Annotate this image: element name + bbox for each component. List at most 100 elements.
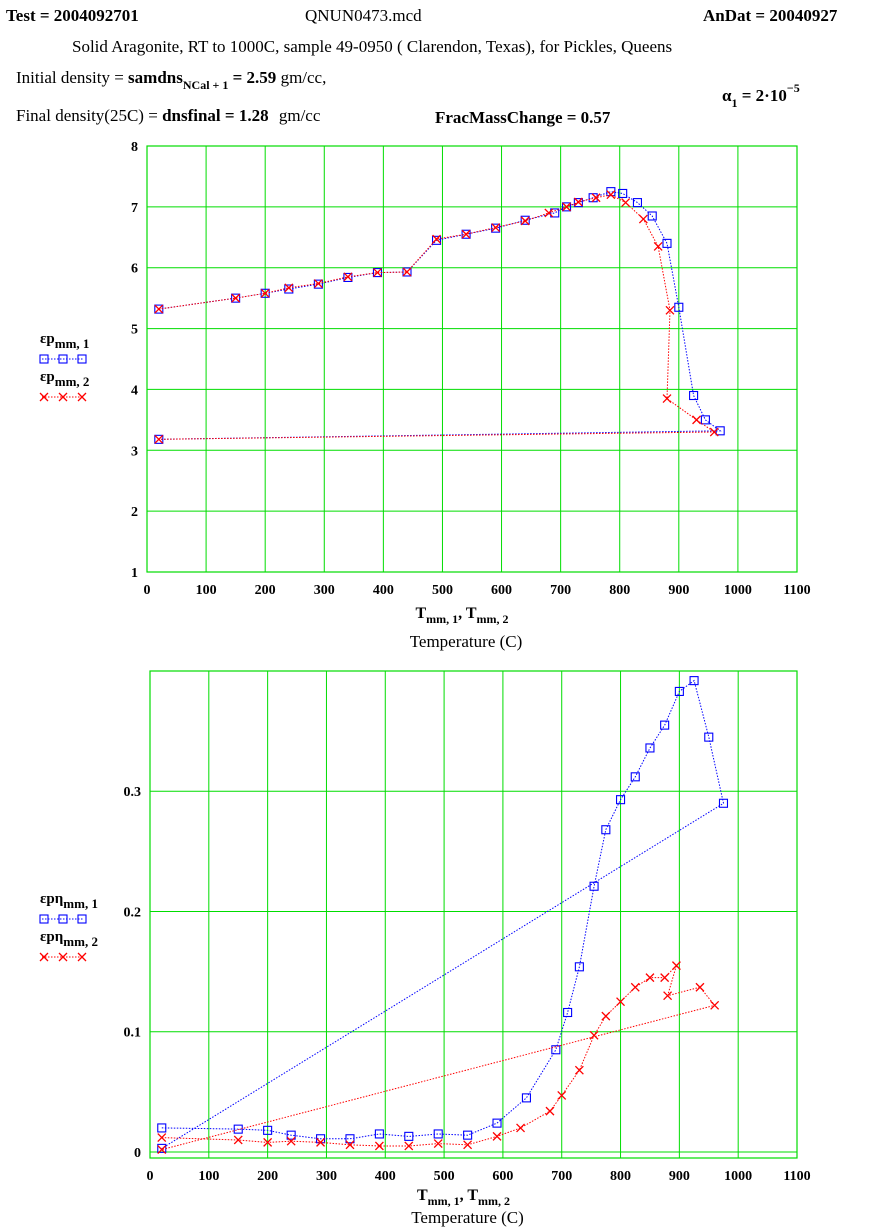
data-point	[660, 973, 670, 983]
data-point	[374, 1141, 384, 1151]
data-point	[404, 1141, 414, 1151]
data-point	[154, 304, 164, 314]
data-point	[616, 997, 626, 1007]
data-point	[561, 202, 572, 212]
data-point	[404, 1131, 414, 1141]
data-point	[233, 1124, 243, 1134]
legend-marker	[39, 914, 49, 924]
final-density: Final density(25C) = dnsfinal = 1.28 gm/…	[16, 106, 320, 126]
legend-label: εpmm, 2	[40, 369, 89, 389]
x-tick-label: 300	[316, 1169, 337, 1184]
y-tick-label: 3	[131, 444, 138, 459]
x-tick-label: 1100	[783, 583, 810, 598]
y-tick-label: 0.3	[124, 785, 142, 800]
x-axis-expression: Tmm, 1, Tmm, 2	[415, 605, 508, 626]
data-point	[662, 394, 672, 404]
final-density-prefix: Final density(25C) =	[16, 106, 158, 125]
x-tick-label: 600	[491, 583, 512, 598]
data-point	[260, 288, 270, 298]
x-tick-label: 700	[550, 583, 571, 598]
data-point	[233, 1135, 243, 1145]
data-point	[284, 283, 294, 293]
data-point	[653, 241, 663, 251]
chart-1: 0 100 200 300 400 500 600 700 800 900 1000 1100 1 2 3 4…	[39, 140, 811, 651]
x-tick-label: 800	[610, 1169, 631, 1184]
data-point	[645, 973, 655, 983]
series-1	[154, 187, 725, 444]
file-name: QNUN0473.mcd	[305, 6, 422, 25]
data-point	[313, 279, 323, 288]
data-point	[545, 1106, 555, 1116]
data-point	[674, 302, 684, 312]
data-point	[630, 772, 640, 782]
grid	[149, 671, 798, 1158]
data-point	[601, 825, 611, 835]
data-point	[157, 1123, 167, 1133]
data-point	[492, 1118, 502, 1128]
data-point	[154, 434, 164, 444]
plot-frame	[149, 670, 798, 1159]
initial-density: Initial density = samdnsNCal + 1 = 2.59 …	[16, 68, 326, 92]
y-tick-label: 8	[131, 140, 138, 155]
data-point	[316, 1137, 326, 1147]
initial-density-sub: NCal + 1	[182, 78, 229, 92]
data-point	[689, 390, 699, 401]
final-density-expr: dnsfinal = 1.28	[162, 106, 269, 125]
legend-marker	[39, 354, 49, 364]
legend-marker	[77, 354, 87, 364]
data-point	[154, 434, 164, 444]
data-point	[286, 1130, 296, 1140]
y-tick-label: 0.1	[124, 1026, 142, 1041]
data-point	[286, 1136, 296, 1146]
data-point	[562, 202, 572, 212]
x-axis-title: Temperature (C)	[410, 632, 523, 651]
data-point	[574, 962, 584, 972]
data-point	[630, 982, 640, 992]
y-tick-label: 2	[131, 505, 138, 520]
alpha-coefficient: α1 = 2·10−5	[722, 81, 800, 110]
data-point	[700, 415, 710, 425]
data-point	[695, 982, 705, 992]
data-point	[461, 229, 471, 239]
data-point	[674, 686, 684, 696]
x-tick-label: 200	[255, 583, 276, 598]
data-point	[520, 216, 530, 226]
sample-description: Solid Aragonite, RT to 1000C, sample 49-…	[72, 37, 673, 56]
chart-2: 0 100 200 300 400 500 600 700 800 900 1000 1100 0 0.1…	[39, 670, 811, 1227]
data-point	[492, 1131, 502, 1141]
y-tick-label: 0	[134, 1146, 141, 1161]
initial-density-value: = 2.59	[232, 68, 277, 87]
data-point	[573, 198, 583, 208]
alpha-exp: −5	[786, 81, 800, 95]
data-point	[461, 229, 471, 239]
data-point	[263, 1125, 273, 1135]
data-point	[660, 720, 670, 730]
data-point	[574, 1065, 584, 1075]
legend-marker	[39, 392, 49, 402]
data-point	[718, 798, 729, 808]
test-id: Test = 2004092701	[6, 6, 139, 25]
x-tick-label: 400	[375, 1169, 396, 1184]
x-tick-label: 500	[434, 1169, 455, 1184]
initial-density-var: samdns	[128, 68, 183, 87]
data-point	[343, 272, 353, 283]
alpha-value: = 2·10	[741, 86, 787, 105]
data-point	[433, 1139, 443, 1149]
legend-marker	[77, 952, 87, 962]
data-point	[591, 193, 601, 203]
data-point	[665, 305, 675, 315]
series-2	[157, 961, 720, 1155]
x-tick-label: 0	[144, 583, 151, 598]
x-axis-title: Temperature (C)	[411, 1208, 524, 1227]
data-point	[662, 238, 672, 248]
data-point	[463, 1140, 473, 1150]
data-point	[520, 215, 530, 225]
data-point	[573, 197, 583, 207]
data-point	[433, 1129, 443, 1139]
series-line	[158, 194, 716, 440]
data-point	[615, 795, 626, 805]
data-point	[157, 1145, 167, 1155]
data-point	[432, 234, 442, 244]
y-tick-label: 1	[131, 566, 138, 581]
